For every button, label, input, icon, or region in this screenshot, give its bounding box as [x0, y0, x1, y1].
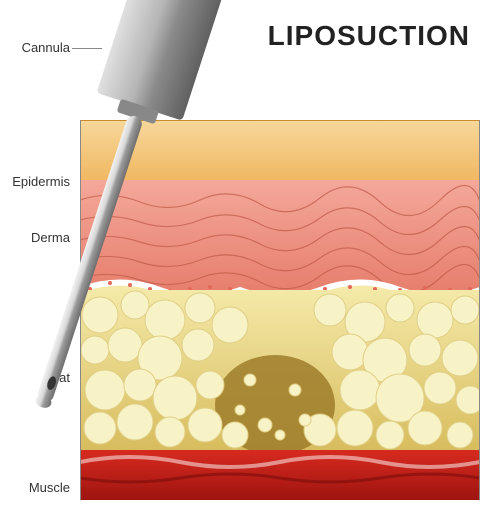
layer-muscle	[80, 450, 480, 500]
diagram-title: LIPOSUCTION	[268, 20, 470, 52]
layer-derma	[80, 180, 480, 290]
label-muscle: Muscle	[0, 480, 70, 495]
diagram-border-right	[479, 120, 480, 500]
label-derma: Derma	[0, 230, 70, 245]
layer-fat	[80, 290, 480, 450]
label-cannula: Cannula	[0, 40, 70, 55]
diagram-border-left	[80, 120, 81, 500]
skin-cross-section	[80, 120, 480, 500]
label-epidermis: Epidermis	[0, 174, 70, 189]
layer-epidermis	[80, 120, 480, 180]
label-line-cannula	[72, 48, 102, 49]
label-fat: Fat	[0, 370, 70, 385]
